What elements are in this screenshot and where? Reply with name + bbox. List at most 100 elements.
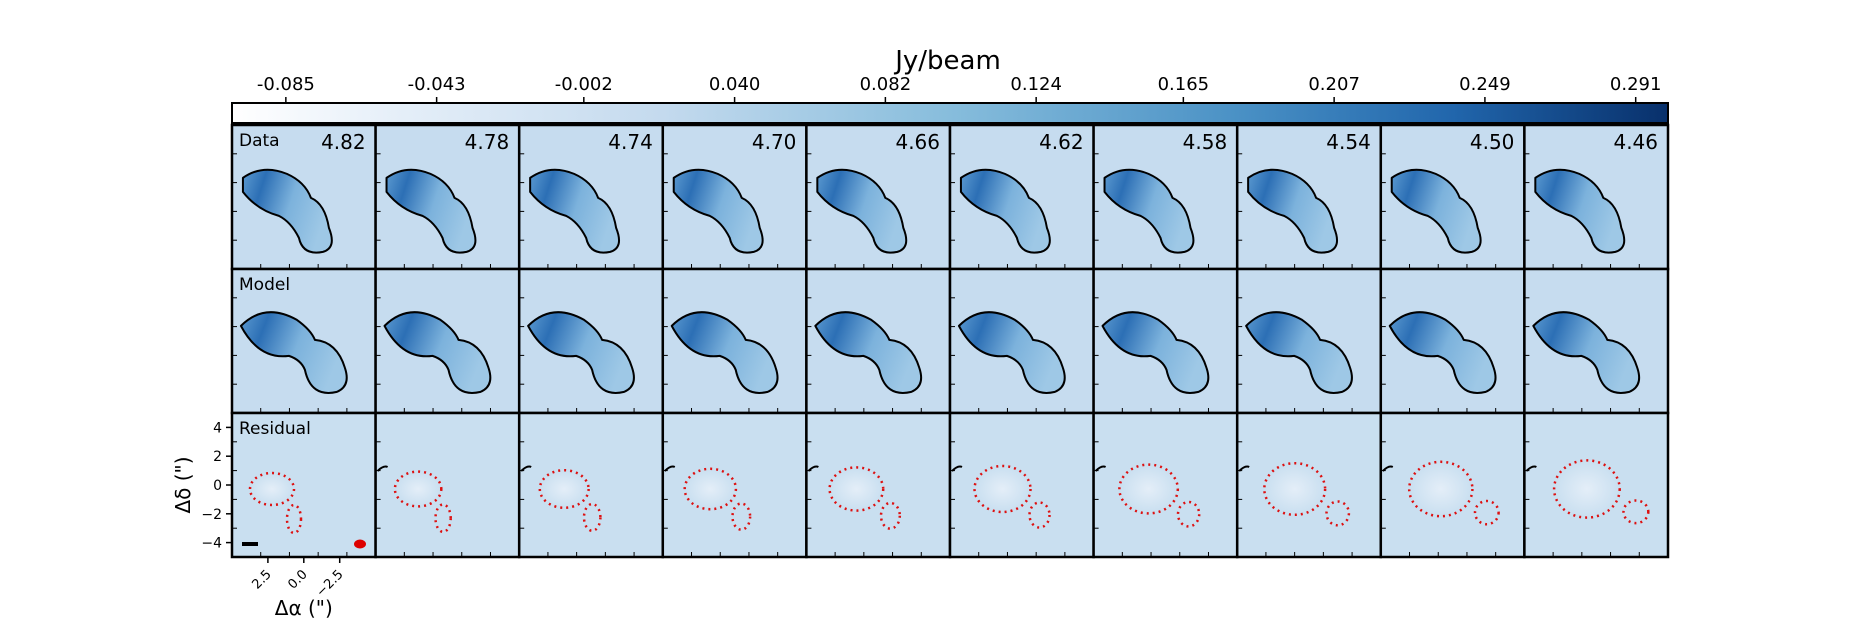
panel-residual-4.62 (948, 411, 1095, 559)
residual-contour (1263, 461, 1327, 517)
panel-residual-4.82: Residual (230, 411, 377, 559)
data-contour (385, 168, 477, 254)
y-tick-label: 4 (213, 420, 222, 436)
channel-label: 4.78 (465, 130, 510, 154)
panel-data-4.66: 4.66 (805, 123, 952, 271)
colorbar-tick-label: -0.085 (257, 74, 315, 95)
panel-residual-4.50 (1379, 411, 1526, 559)
residual-contour (1552, 459, 1621, 519)
residual-contour (1325, 500, 1351, 527)
data-contour (1534, 168, 1626, 254)
residual-contour (828, 466, 885, 512)
row-label-data: Data (239, 131, 280, 151)
row-label-model: Model (239, 275, 290, 295)
data-contour (816, 168, 908, 254)
channel-label: 4.74 (608, 130, 653, 154)
residual-positive-contour (664, 465, 676, 472)
residual-contour (879, 501, 902, 530)
model-contour (814, 311, 923, 394)
residual-positive-contour (1525, 465, 1537, 472)
y-tick-label: −2 (201, 507, 222, 523)
colorbar-tick-label: 0.124 (1010, 74, 1062, 95)
channel-label: 4.54 (1326, 130, 1371, 154)
residual-contour (434, 503, 452, 534)
channel-label: 4.82 (321, 130, 366, 154)
colorbar-tick-label: 0.040 (709, 74, 761, 95)
residual-positive-contour (1094, 465, 1107, 472)
colorbar-tick-label: 0.082 (860, 74, 912, 95)
panel-data-4.70: 4.70 (661, 123, 808, 271)
colorbar-tick-label: -0.002 (555, 74, 613, 95)
data-contour (672, 168, 764, 254)
panel-residual-4.74 (517, 411, 665, 559)
residual-positive-contour (1382, 465, 1394, 472)
colorbar-gradient (231, 102, 1669, 124)
residual-positive-contour (807, 465, 819, 472)
channel-label: 4.66 (895, 130, 940, 154)
y-tick-label: 0 (213, 478, 222, 494)
colorbar-ticks: -0.085 -0.043 -0.002 0.040 0.082 0.124 0.165 0.… (257, 74, 1662, 103)
panel-residual-4.54 (1235, 411, 1383, 559)
panel-model-4.70 (661, 267, 808, 415)
y-axis-label: Δδ (") (171, 456, 195, 513)
panel-data-4.50: 4.50 (1379, 123, 1526, 271)
row-label-residual: Residual (239, 419, 311, 439)
panel-model-4.82: Model (230, 267, 377, 415)
x-tick-label: 0.0 (285, 567, 310, 592)
residual-contour (248, 471, 296, 507)
residual-contour (683, 467, 738, 511)
panel-model-4.50 (1379, 267, 1526, 415)
x-axis-label: Δα (") (275, 596, 333, 620)
residual-positive-contour (1238, 465, 1250, 472)
residual-contour (1118, 463, 1180, 515)
residual-contour (1028, 501, 1051, 529)
panel-residual-4.66 (805, 411, 952, 559)
residual-positive-contour (520, 465, 532, 472)
panel-residual-4.70 (661, 411, 808, 559)
channel-label: 4.46 (1613, 130, 1658, 154)
data-contour (1103, 168, 1195, 254)
model-contour (1388, 311, 1497, 394)
model-contour (1101, 311, 1210, 394)
beam-ellipse (354, 539, 366, 549)
colorbar-tick-label: 0.165 (1158, 74, 1210, 95)
residual-positive-contour (376, 465, 389, 472)
panel-model-4.74 (517, 267, 665, 415)
panel-data-4.78: 4.78 (374, 123, 521, 271)
panel-data-4.74: 4.74 (517, 123, 665, 271)
model-contour (1245, 311, 1353, 394)
model-contour (1532, 311, 1641, 394)
residual-contour (1176, 500, 1201, 528)
data-contour (959, 168, 1051, 254)
panel-residual-4.58 (1092, 411, 1239, 559)
panel-residual-4.46 (1523, 411, 1670, 559)
panel-data-4.46: 4.46 (1523, 123, 1670, 271)
model-contour (239, 311, 348, 394)
panel-model-4.58 (1092, 267, 1239, 415)
data-contour (1390, 168, 1482, 254)
colorbar-tick-label: 0.207 (1308, 74, 1360, 95)
panel-model-4.66 (805, 267, 952, 415)
panel-model-4.62 (948, 267, 1095, 415)
panel-data-4.58: 4.58 (1092, 123, 1239, 271)
residual-contour (393, 470, 443, 508)
panel-residual-4.78 (374, 411, 521, 559)
channel-label: 4.50 (1470, 130, 1515, 154)
residual-contour (1622, 499, 1650, 525)
panel-model-4.54 (1235, 267, 1383, 415)
colorbar-tick-label: 0.249 (1459, 74, 1511, 95)
residual-contour (731, 502, 752, 531)
residual-contour (1407, 460, 1474, 518)
panel-grid: 4.82 Data 4.78 4.74 4.70 4.66 4.62 4.58 4.54 4.50… (230, 123, 1670, 559)
residual-contour (973, 464, 1032, 514)
model-contour (383, 311, 492, 394)
panel-frame (1523, 411, 1670, 559)
residual-contour (285, 503, 303, 535)
panel-model-4.46 (1523, 267, 1670, 415)
panel-model-4.78 (374, 267, 521, 415)
channel-label: 4.70 (752, 130, 797, 154)
colorbar-tick-label: 0.291 (1610, 74, 1662, 95)
channel-label: 4.58 (1183, 130, 1228, 154)
